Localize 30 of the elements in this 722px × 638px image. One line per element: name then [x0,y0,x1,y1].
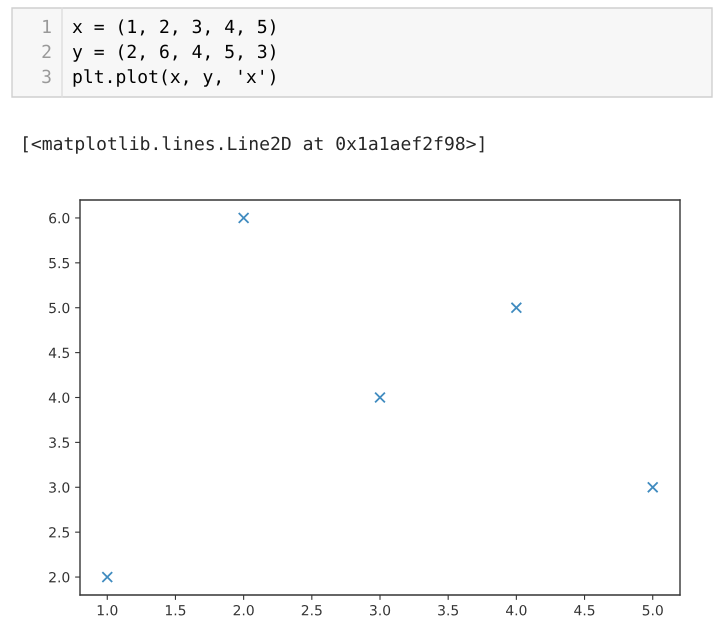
y-tick-label: 3.5 [49,437,70,448]
y-tick-label: 4.5 [48,348,70,358]
x-tick-label: 2.5 [302,604,322,616]
x-tick-label: 1.0 [98,604,118,616]
text: 3 [42,70,51,84]
point [238,212,250,224]
y-tick-label: 2.5 [49,527,70,538]
x-tick-label: 4.5 [574,605,594,616]
text: 2 [42,44,50,58]
y-tick-label: 2.0 [49,572,70,583]
text: 1 [43,20,51,34]
point [374,392,386,404]
x-tick-label: 3.0 [370,604,390,616]
y-tick-label: 4.0 [48,392,70,403]
x-tick-label: 5.0 [642,604,663,616]
point [510,302,522,314]
x-tick-label: 2.0 [234,604,254,616]
y-tick-label: 3.0 [49,482,70,493]
x-tick-label: 4.0 [506,604,526,616]
point [646,481,659,494]
y-tick-label: 5.5 [49,258,70,268]
text: y = (2, 6, 4, 5, 3) [72,44,275,62]
x-tick-label: 1.5 [166,605,186,616]
y-tick-label: 6.0 [49,212,70,224]
text: plt.plot(x, y, 'x') [74,69,275,87]
x-tick-label: 3.5 [438,604,458,616]
y-tick-label: 5.0 [49,302,70,314]
text: [<matplotlib.lines.Line2D at 0x1a1aef2f98>] [24,136,484,154]
point [101,571,114,583]
text: x = (1, 2, 3, 4, 5) [72,19,275,36]
